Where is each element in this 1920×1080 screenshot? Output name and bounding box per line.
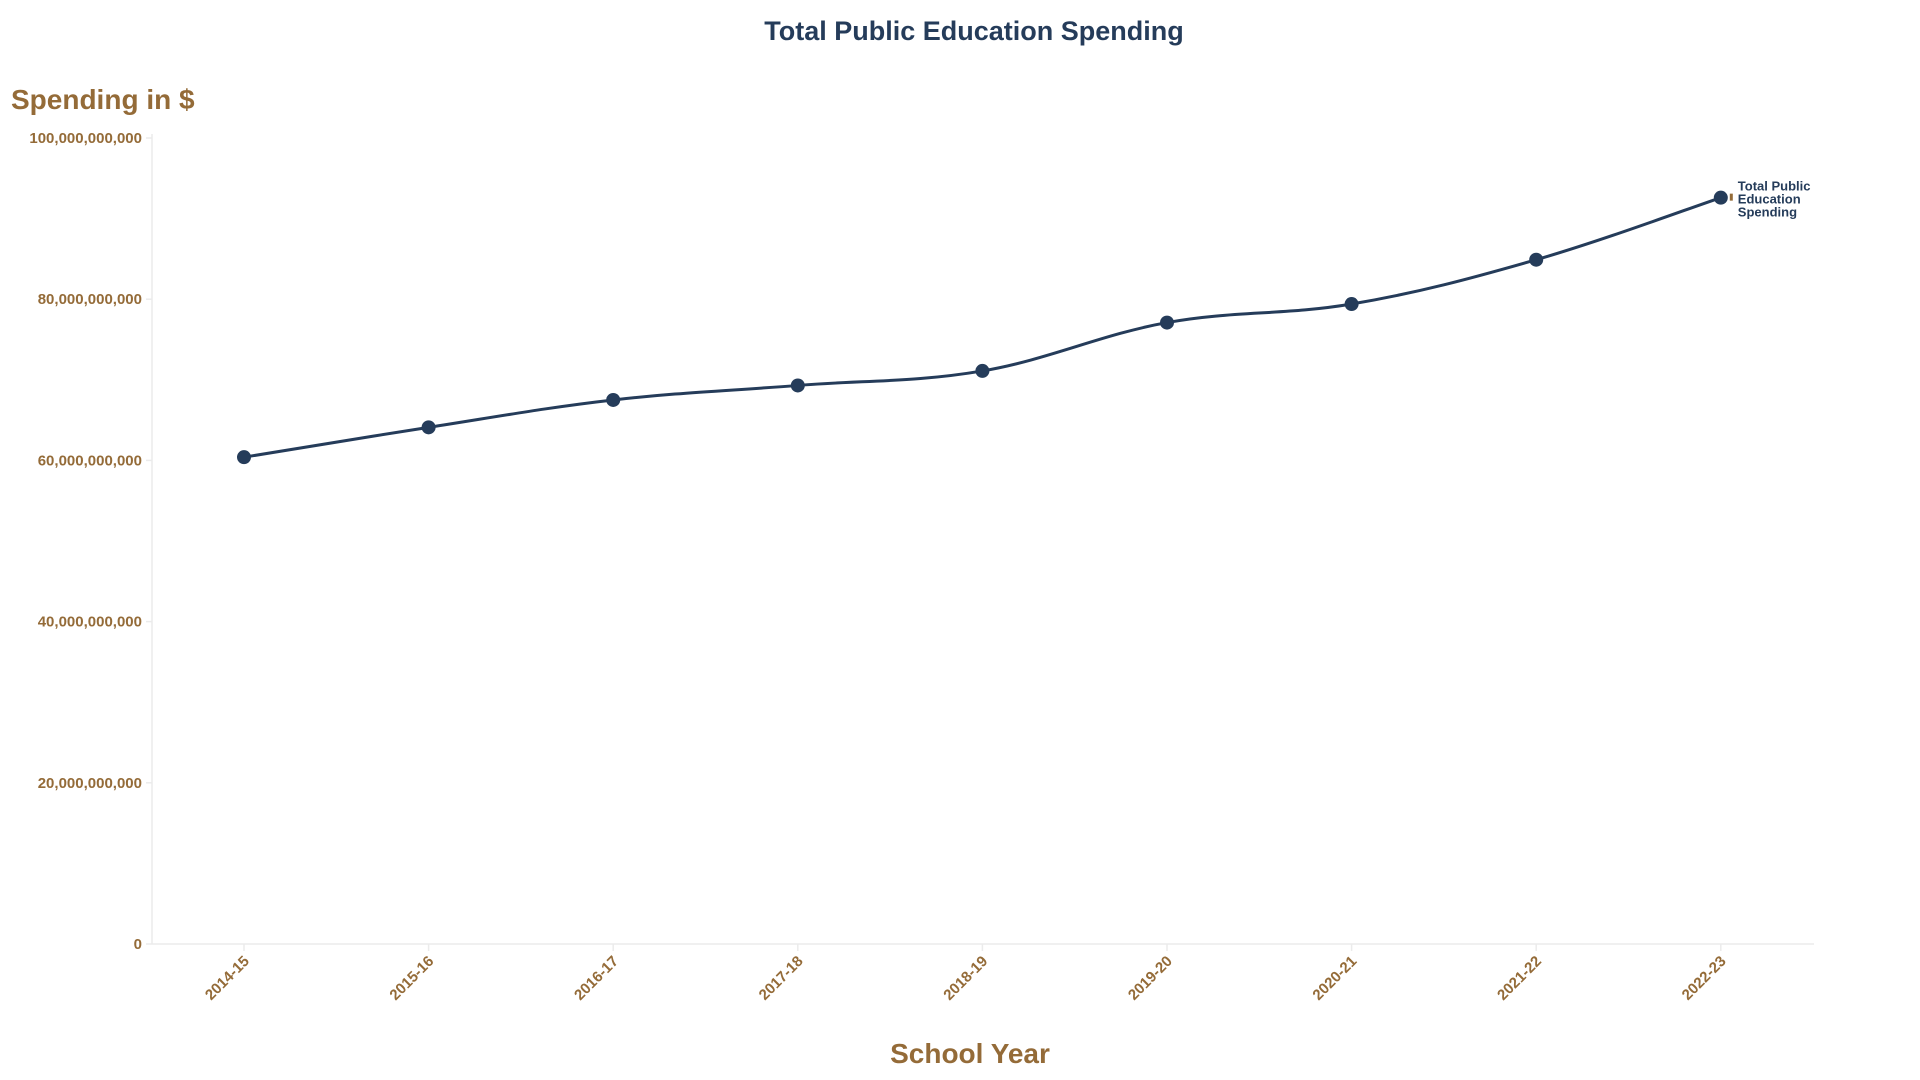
y-axis-title: Spending in $ [11,84,195,115]
data-point[interactable] [1160,315,1174,330]
data-point[interactable] [1529,252,1544,267]
x-tick-label: 2021-22 [1494,953,1545,1004]
x-tick-label: 2016-17 [571,953,622,1004]
y-tick-label: 80,000,000,000 [38,291,142,308]
data-point[interactable] [606,392,621,407]
y-axis: 0 20,000,000,000 40,000,000,000 60,000,000,… [29,130,153,953]
x-tick-label: 2014-15 [202,953,253,1004]
data-point[interactable] [421,420,436,435]
data-point[interactable] [237,450,251,465]
chart-title: Total Public Education Spending [764,16,1184,46]
x-tick-label: 2015-16 [386,953,437,1004]
x-tick-label: 2019-20 [1125,953,1176,1004]
series-label-text: Education [1738,192,1801,207]
data-point[interactable] [975,363,990,378]
x-tick-label: 2022-23 [1679,953,1730,1004]
y-tick-label: 100,000,000,000 [29,130,142,147]
x-axis-title: School Year [890,1038,1050,1069]
series-label-marker [1729,193,1733,201]
y-tick-label: 0 [134,936,142,953]
x-tick-label: 2018-19 [940,953,991,1004]
x-tick-label: 2020-21 [1309,953,1360,1004]
y-tick-label: 20,000,000,000 [38,775,142,792]
series-label-text: Spending [1738,205,1797,220]
x-axis: 2014-15 2015-16 2016-17 2017-18 2018-19 2019-… [152,943,1814,1004]
series-label-text: Total Public [1738,179,1811,194]
data-point[interactable] [790,378,805,393]
data-point[interactable] [1344,297,1359,312]
x-tick-label: 2017-18 [756,953,807,1004]
series-line [243,196,1722,459]
y-tick-label: 40,000,000,000 [38,614,142,631]
data-point[interactable] [1713,190,1728,205]
y-tick-label: 60,000,000,000 [38,452,142,469]
data-series [237,190,1728,465]
